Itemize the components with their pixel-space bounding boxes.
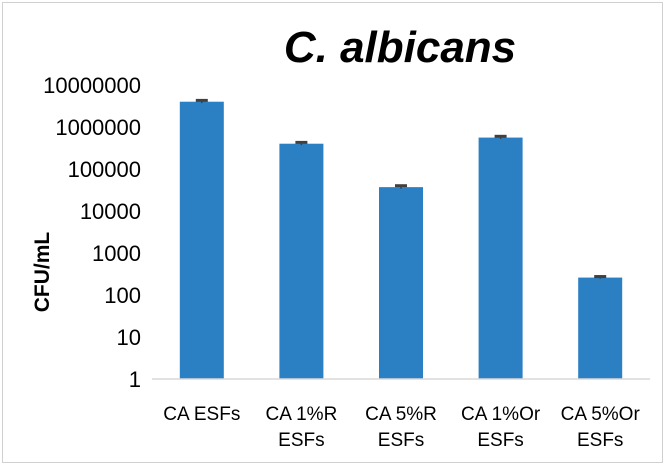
y-tick-label: 1 [129, 367, 141, 392]
x-tick-label: CA 1%R ESFs [265, 404, 337, 451]
y-tick-label: 100000 [68, 157, 141, 182]
y-tick-label: 10000 [80, 199, 141, 224]
x-tick-label-line: CA 5%Or [561, 404, 641, 425]
y-axis-label: CFU/mL [31, 232, 54, 313]
x-tick-label: CA 1%Or ESFs [461, 404, 541, 451]
x-tick-label-line: ESFs [477, 430, 523, 451]
x-tick-label-line: ESFs [378, 430, 424, 451]
bar [179, 101, 224, 380]
y-tick-label: 100 [104, 283, 141, 308]
x-tick-label-line: ESFs [278, 430, 324, 451]
x-tick-label-line: CA 1%R [265, 404, 337, 425]
y-tick-label: 1000000 [55, 115, 141, 140]
y-tick-label: 10000000 [43, 73, 141, 98]
x-tick-label: CA 5%R ESFs [365, 404, 437, 451]
x-tick-label: CA 5%Or ESFs [561, 404, 641, 451]
bar [379, 187, 423, 379]
y-tick-label: 1000 [92, 241, 141, 266]
x-tick-label-line: ESFs [577, 430, 623, 451]
chart-title: C. albicans [284, 23, 516, 72]
y-tick-label: 10 [117, 325, 141, 350]
bars [179, 101, 623, 380]
error-bars [195, 98, 607, 279]
chart-frame [2, 2, 663, 463]
x-tick-label-line: CA ESFs [163, 404, 240, 425]
bar [578, 277, 623, 379]
x-tick-label: CA ESFs [163, 404, 240, 425]
x-tick-label-line: CA 1%Or [461, 404, 541, 425]
x-tick-label-line: CA 5%R [365, 404, 437, 425]
y-tick-labels: 1 10 100 1000 10000 100000 1000000 10000000 [43, 73, 141, 392]
bar [478, 137, 523, 379]
bar [279, 143, 324, 379]
